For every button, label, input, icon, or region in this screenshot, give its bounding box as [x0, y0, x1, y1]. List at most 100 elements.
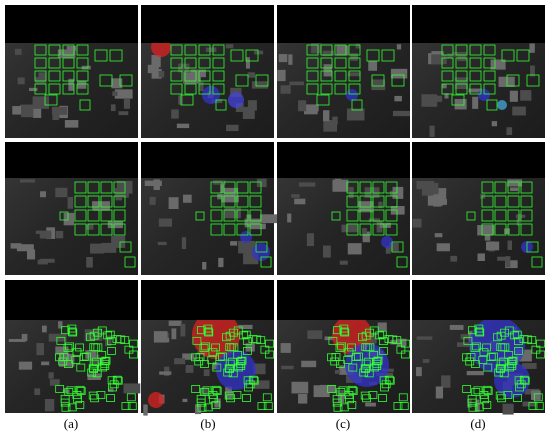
building [171, 328, 177, 340]
building [212, 362, 219, 370]
detection-box [339, 324, 349, 333]
detection-box [242, 394, 251, 402]
detection-box [343, 356, 353, 364]
building [246, 214, 252, 219]
detection-box [76, 70, 89, 82]
detection-box [401, 339, 410, 348]
detection-box [215, 99, 227, 111]
detection-box [493, 333, 502, 342]
building [68, 78, 75, 91]
building [431, 54, 447, 65]
building [112, 91, 118, 96]
detection-blob [148, 392, 164, 408]
building [291, 194, 300, 198]
building [259, 214, 278, 224]
detection-box [119, 241, 132, 253]
detection-box [348, 44, 361, 56]
detection-box [225, 359, 235, 368]
building [288, 54, 293, 65]
detection-box [212, 57, 225, 69]
detection-box [199, 344, 209, 352]
detection-box [252, 335, 262, 344]
building [505, 256, 511, 268]
detection-box [474, 403, 484, 412]
building [64, 120, 79, 128]
detection-box [116, 335, 126, 344]
detection-box [103, 331, 113, 340]
detection-box [60, 326, 70, 335]
detection-box [482, 401, 492, 409]
detection-box [481, 195, 494, 208]
building [107, 220, 123, 229]
building [226, 124, 239, 132]
building [347, 72, 361, 77]
detection-box [455, 57, 468, 69]
building [251, 81, 269, 89]
building [278, 54, 288, 63]
detection-box [191, 385, 201, 393]
detection-box [68, 328, 78, 337]
detection-box [93, 328, 102, 337]
detection-box [121, 402, 131, 410]
detection-box [469, 44, 482, 56]
detection-box [113, 195, 126, 208]
detection-box [201, 342, 211, 351]
detection-box [196, 398, 206, 407]
detection-box [56, 336, 66, 345]
building [225, 44, 234, 49]
detection-box [74, 195, 87, 208]
building [48, 372, 54, 379]
detection-box [316, 94, 330, 106]
detection-box [334, 70, 347, 82]
detection-box [372, 209, 385, 222]
detection-box [348, 83, 361, 95]
building [313, 385, 330, 398]
detection-box [320, 57, 333, 69]
building [507, 179, 522, 187]
detection-box [34, 57, 47, 69]
detection-box [48, 57, 61, 69]
building [454, 77, 468, 90]
detection-box [345, 395, 355, 404]
building [171, 109, 179, 119]
building [421, 94, 438, 107]
detection-box [393, 402, 403, 410]
detection-box [170, 57, 183, 69]
detection-box [99, 74, 113, 87]
building [235, 103, 244, 113]
detection-box [471, 360, 480, 368]
detection-box [481, 181, 494, 194]
detection-box [384, 375, 394, 384]
detection-box [239, 331, 249, 340]
detection-box [320, 44, 333, 56]
detection-box [202, 386, 212, 395]
detection-box [66, 386, 76, 395]
detection-box [375, 331, 385, 340]
building [429, 125, 435, 137]
building [178, 63, 190, 73]
detection-box [347, 401, 357, 409]
building [520, 90, 532, 101]
building [114, 89, 133, 99]
detection-box [498, 357, 508, 366]
detection-box [320, 83, 333, 95]
detection-box [67, 403, 77, 412]
building [396, 44, 402, 50]
detection-box [327, 385, 337, 393]
building [449, 324, 464, 330]
detection-box [472, 342, 482, 351]
building [108, 388, 114, 392]
building [18, 361, 33, 370]
building [123, 99, 131, 109]
detection-box [531, 345, 541, 354]
building [243, 253, 259, 265]
building [385, 246, 391, 254]
detection-box [358, 333, 367, 342]
building [253, 363, 266, 375]
detection-box [506, 74, 520, 87]
detection-box [526, 241, 539, 253]
detection-box [534, 402, 544, 410]
detection-box [363, 357, 373, 366]
detection-box [346, 181, 359, 194]
detection-box [212, 70, 225, 82]
